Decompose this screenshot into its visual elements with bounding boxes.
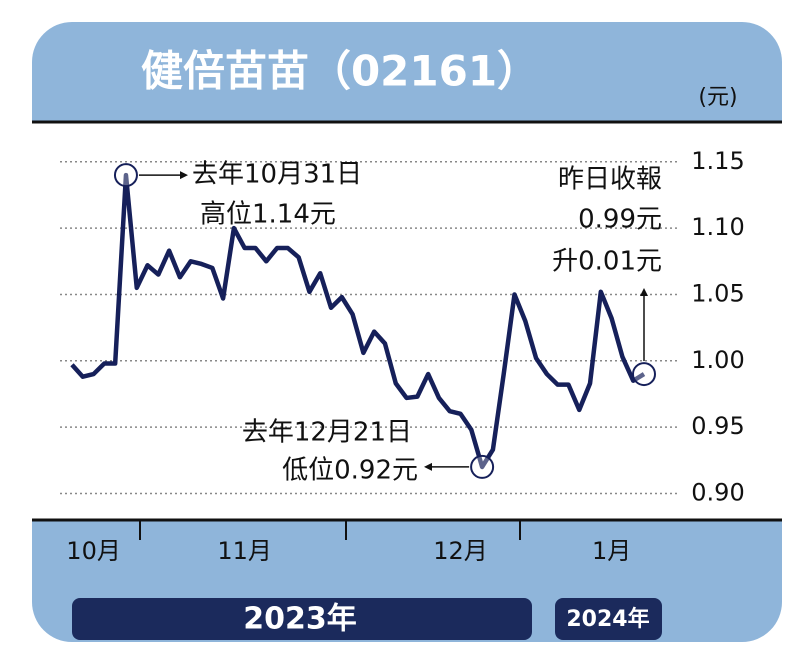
arrow-head [640, 288, 648, 296]
annotation: 去年10月31日 [192, 160, 362, 190]
x-tick-label: 1月 [592, 537, 631, 565]
plot-area [32, 122, 782, 520]
y-tick-label: 1.10 [691, 213, 744, 241]
x-tick-label: 12月 [433, 537, 488, 565]
price-line [70, 172, 646, 470]
annotation: 高位1.14元 [200, 200, 336, 230]
chart-title: 健倍苗苗（02161） [141, 47, 539, 96]
highlight-marker [113, 163, 138, 188]
y-tick-label: 1.00 [691, 346, 744, 374]
year-bar [72, 598, 532, 640]
unit-label: (元) [698, 85, 737, 110]
annotation: 去年12月21日 [242, 417, 412, 447]
year-bar [555, 598, 662, 640]
annotation: 升0.01元 [552, 247, 662, 277]
x-tick-label: 10月 [66, 537, 121, 565]
arrow-head [180, 171, 188, 180]
annotation: 0.99元 [578, 205, 662, 235]
highlight-marker [632, 362, 656, 387]
y-tick-label: 0.95 [691, 412, 744, 440]
annotation: 昨日收報 [558, 165, 662, 195]
year-label: 2023年 [243, 602, 357, 637]
y-tick-label: 1.15 [691, 147, 744, 175]
annotation: 低位0.92元 [282, 455, 418, 485]
x-tick-label: 11月 [217, 537, 272, 565]
y-tick-label: 1.05 [691, 279, 744, 307]
year-label: 2024年 [566, 606, 649, 632]
arrow-head [424, 462, 432, 471]
highlight-marker [470, 454, 495, 479]
y-tick-label: 0.90 [691, 478, 744, 506]
